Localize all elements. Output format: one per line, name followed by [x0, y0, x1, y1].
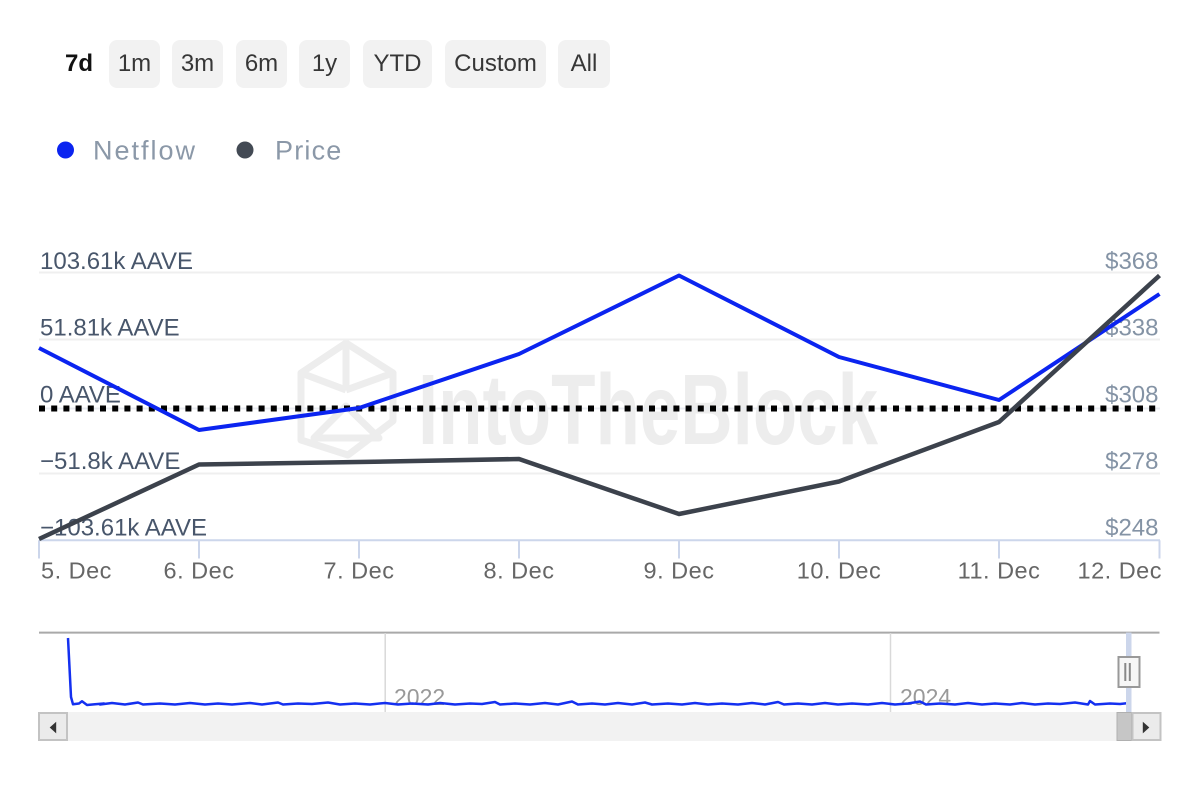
svg-text:−51.8k AAVE: −51.8k AAVE	[40, 448, 180, 475]
svg-text:10. Dec: 10. Dec	[797, 558, 882, 584]
svg-text:51.81k AAVE: 51.81k AAVE	[40, 314, 180, 341]
svg-text:$248: $248	[1105, 515, 1158, 542]
svg-text:5. Dec: 5. Dec	[41, 558, 112, 584]
svg-text:0 AAVE: 0 AAVE	[40, 381, 121, 408]
svg-text:Price: Price	[275, 136, 343, 166]
svg-text:103.61k AAVE: 103.61k AAVE	[40, 248, 193, 275]
svg-text:12. Dec: 12. Dec	[1078, 558, 1163, 584]
svg-text:$368: $368	[1105, 248, 1158, 275]
svg-text:6. Dec: 6. Dec	[164, 558, 235, 584]
svg-text:2022: 2022	[394, 684, 445, 710]
svg-text:2024: 2024	[900, 684, 951, 710]
svg-text:11. Dec: 11. Dec	[958, 558, 1041, 584]
svg-text:−103.61k AAVE: −103.61k AAVE	[40, 515, 207, 542]
svg-text:$278: $278	[1105, 448, 1158, 475]
svg-text:9. Dec: 9. Dec	[644, 558, 715, 584]
svg-text:$308: $308	[1105, 381, 1158, 408]
svg-text:Netflow: Netflow	[93, 136, 197, 166]
svg-text:8. Dec: 8. Dec	[484, 558, 555, 584]
svg-text:7. Dec: 7. Dec	[324, 558, 395, 584]
